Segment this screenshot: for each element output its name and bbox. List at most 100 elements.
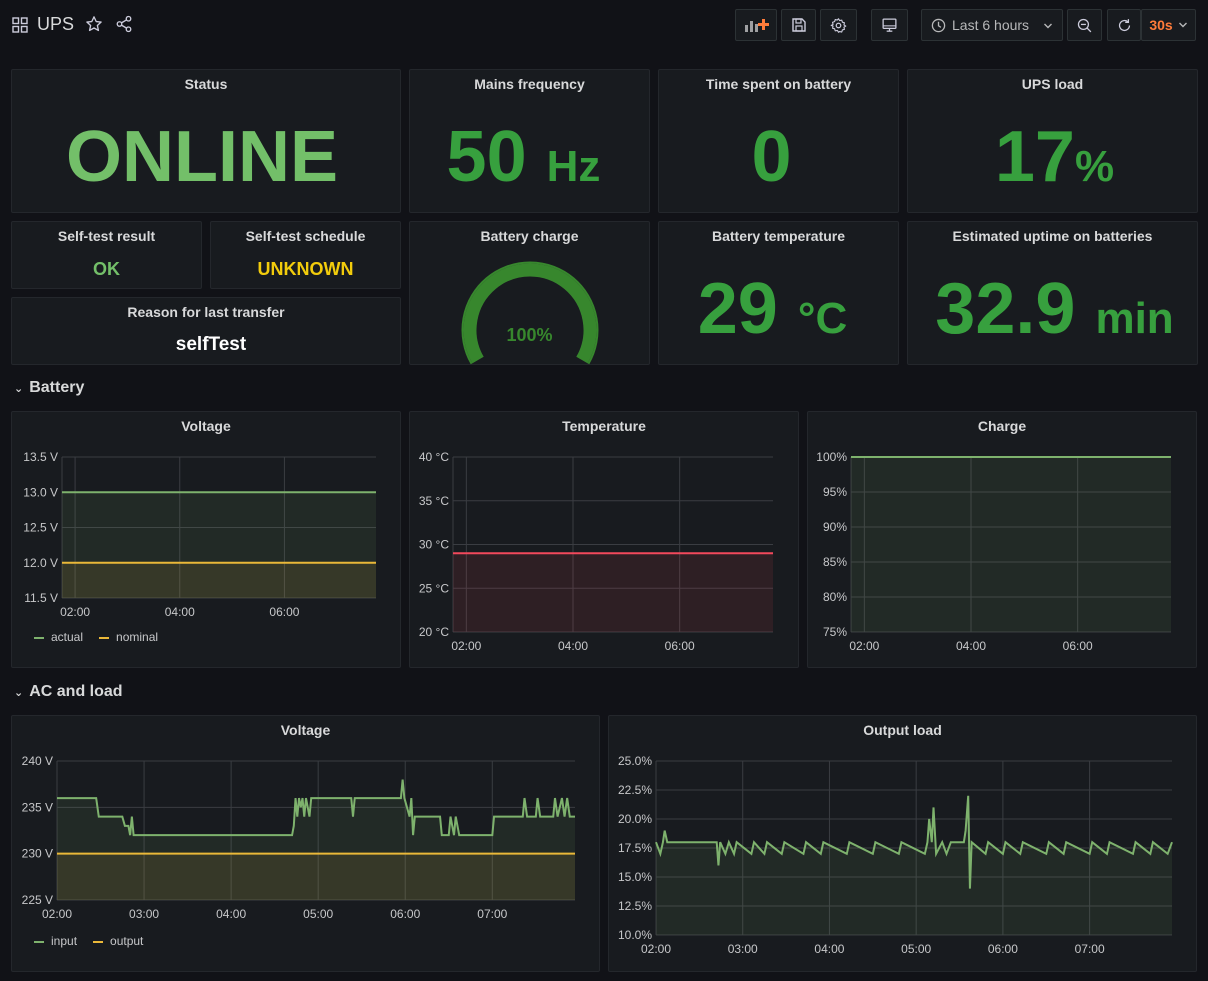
y-tick-label: 95% <box>823 485 847 499</box>
x-tick-label: 07:00 <box>1075 942 1105 956</box>
chart-legend: input output <box>34 934 143 948</box>
monitor-icon <box>882 17 897 32</box>
y-tick-label: 100% <box>816 450 847 464</box>
refresh-interval-picker[interactable]: 30s <box>1141 9 1196 41</box>
refresh-interval-label: 30s <box>1149 17 1173 33</box>
last-transfer-panel[interactable]: Reason for last transfer selfTest <box>11 297 401 365</box>
time-on-battery-panel[interactable]: Time spent on battery 0 <box>658 69 899 213</box>
battery-charge-panel[interactable]: Battery charge 100% <box>409 221 650 365</box>
battery-temperature-panel[interactable]: Battery temperature 29 °C <box>658 221 899 365</box>
ac-voltage-chart[interactable]: 240 V 235 V 230 V 225 V02:00 03:00 04:00 05:00… <box>12 716 601 973</box>
apps-grid-icon[interactable] <box>12 17 28 33</box>
series-area-nominal <box>62 562 376 598</box>
star-icon[interactable] <box>85 15 103 33</box>
x-tick-label: 02:00 <box>42 907 72 921</box>
self-test-schedule-panel[interactable]: Self-test schedule UNKNOWN <box>210 221 401 289</box>
ac-voltage-panel[interactable]: Voltage 240 V 235 V 230 V 225 V 02:00 03:00 04… <box>11 715 600 972</box>
y-tick-label: 20 °C <box>419 625 449 639</box>
panel-title: Time spent on battery <box>705 76 852 92</box>
mains-frequency-panel[interactable]: Mains frequency 50 Hz <box>409 69 650 213</box>
legend-item[interactable]: actual <box>34 630 83 644</box>
legend-label: nominal <box>116 630 159 644</box>
share-icon[interactable] <box>115 15 133 33</box>
y-tick-label: 25 °C <box>419 581 449 595</box>
panel-title: Self-test result <box>57 228 156 244</box>
x-tick-label: 06:00 <box>988 942 1018 956</box>
value-number: 29 <box>697 269 778 349</box>
row-battery[interactable]: ⌄ Battery <box>14 379 84 397</box>
output-load-chart[interactable]: 25.0% 22.5% 20.0% 17.5% 15.0% 12.5% 10.0%02:00… <box>609 716 1198 973</box>
estimated-uptime-value: 32.9 min <box>912 268 1197 350</box>
self-test-result-panel[interactable]: Self-test result OK <box>11 221 202 289</box>
estimated-uptime-panel[interactable]: Estimated uptime on batteries 32.9 min <box>907 221 1198 365</box>
series-line-load <box>655 795 1173 889</box>
x-tick-label: 04:00 <box>814 942 844 956</box>
series-area-charge <box>851 457 1171 632</box>
value-number: 50 <box>446 117 527 197</box>
value-number: 32.9 <box>935 269 1076 349</box>
chart-legend: actual nominal <box>34 630 158 644</box>
value-unit: % <box>1074 142 1115 191</box>
x-tick-label: 02:00 <box>849 639 879 653</box>
series-area-load <box>656 795 1172 935</box>
legend-item[interactable]: nominal <box>99 630 158 644</box>
time-on-battery-value: 0 <box>751 117 792 197</box>
output-load-panel[interactable]: Output load 25.0% 22.5% 20.0% 17.5% 15.0% 12.… <box>608 715 1197 972</box>
legend-label: output <box>110 934 144 948</box>
battery-temperature-chart[interactable]: 40 °C 35 °C 30 °C 25 °C 20 °C02:00 04:00 06:00 <box>410 412 800 669</box>
panel-title: Battery temperature <box>711 228 846 244</box>
gauge-value-arc <box>463 263 597 364</box>
y-tick-label: 13.5 V <box>23 450 58 464</box>
add-panel-button[interactable] <box>735 9 777 41</box>
x-tick-label: 06:00 <box>665 639 695 653</box>
time-range-picker[interactable]: Last 6 hours <box>921 9 1063 41</box>
x-tick-label: 06:00 <box>269 605 299 619</box>
y-tick-label: 30 °C <box>419 538 449 552</box>
value-unit: min <box>1095 294 1174 343</box>
battery-temperature-chart-panel[interactable]: Temperature 40 °C 35 °C 30 °C 25 °C 20 °C 02:… <box>409 411 799 668</box>
panel-title: Status <box>184 76 228 92</box>
y-tick-label: 85% <box>823 555 847 569</box>
panel-title: UPS load <box>1021 76 1084 92</box>
panel-title: Mains frequency <box>474 76 585 92</box>
series-area-actual <box>62 492 376 598</box>
y-tick-label: 90% <box>823 520 847 534</box>
dashboard-settings-button[interactable] <box>820 9 857 41</box>
status-panel[interactable]: Status ONLINE <box>11 69 401 213</box>
battery-charge-chart-panel[interactable]: Charge 100% 95% 90% 85% 80% 75% 02:00 04:00 06:0… <box>807 411 1197 668</box>
add-panel-icon <box>745 19 769 32</box>
refresh-button[interactable] <box>1107 9 1141 41</box>
last-transfer-value: selfTest <box>175 334 247 355</box>
dashboard-title[interactable]: UPS <box>37 14 75 34</box>
y-tick-label: 10.0% <box>618 928 652 942</box>
y-tick-label: 35 °C <box>419 494 449 508</box>
series-area-output <box>57 853 575 900</box>
y-tick-label: 12.5% <box>618 899 652 913</box>
x-tick-label: 04:00 <box>558 639 588 653</box>
panel-title: Output load <box>863 722 942 738</box>
legend-item[interactable]: output <box>93 934 143 948</box>
legend-item[interactable]: input <box>34 934 77 948</box>
x-tick-label: 04:00 <box>165 605 195 619</box>
save-dashboard-button[interactable] <box>781 9 816 41</box>
y-tick-label: 13.0 V <box>23 485 58 499</box>
y-tick-label: 25.0% <box>618 754 652 768</box>
row-ac-load[interactable]: ⌄ AC and load <box>14 683 123 701</box>
battery-voltage-chart[interactable]: 13.5 V 13.0 V 12.5 V 12.0 V 11.5 V02:00 04:00… <box>12 412 402 669</box>
chevron-down-icon <box>1178 22 1187 28</box>
status-value: ONLINE <box>65 117 338 197</box>
zoom-out-button[interactable] <box>1067 9 1102 41</box>
battery-charge-gauge <box>461 261 599 365</box>
battery-voltage-panel[interactable]: Voltage 13.5 V 13.0 V 12.5 V 12.0 V 11.5 V 02… <box>11 411 401 668</box>
panel-title: Temperature <box>562 418 646 434</box>
series-line-input <box>57 779 575 837</box>
dashboard-header: UPS <box>0 0 1208 52</box>
battery-charge-chart[interactable]: 100% 95% 90% 85% 80% 75%02:00 04:00 06:00 <box>808 412 1198 669</box>
zoom-out-icon <box>1077 18 1092 32</box>
y-tick-label: 17.5% <box>618 841 652 855</box>
ups-load-panel[interactable]: UPS load 17% <box>907 69 1198 213</box>
tv-mode-button[interactable] <box>871 9 908 41</box>
y-tick-label: 230 V <box>22 847 53 861</box>
y-tick-label: 40 °C <box>419 450 449 464</box>
x-tick-label: 05:00 <box>901 942 931 956</box>
